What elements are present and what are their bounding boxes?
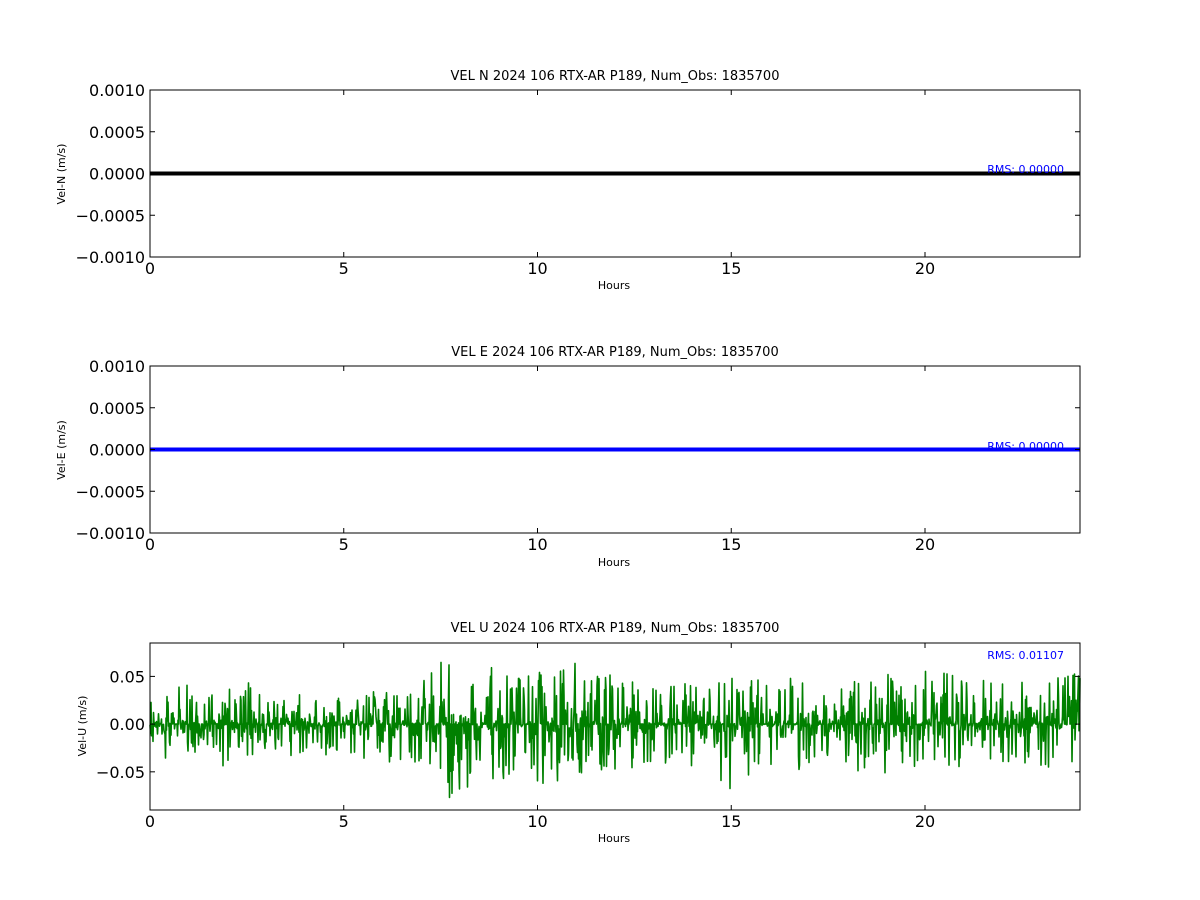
series-line	[149, 661, 1081, 799]
x-tick-label: 10	[527, 535, 547, 554]
y-tick-label: 0.0005	[89, 123, 145, 142]
x-tick-label: 20	[915, 812, 935, 831]
ticks-layer: 0 5 10 15 20 0.0010 0.0005 0.0000 −0.0005 −0.0010	[76, 357, 1080, 554]
x-tick-label: 15	[721, 535, 741, 554]
y-axis-label: Vel-E (m/s)	[55, 420, 68, 480]
panel-title: VEL N 2024 106 RTX-AR P189, Num_Obs: 183…	[451, 69, 780, 84]
y-tick-label: −0.0010	[76, 248, 145, 267]
plot-area-frame	[149, 642, 1081, 811]
y-axis-label: Vel-U (m/s)	[76, 696, 89, 757]
y-tick-label: 0.0000	[89, 441, 145, 460]
ticks-layer: 0 5 10 15 20 0.0010 0.0005 0.0000 −0.0005 −0.0010	[76, 81, 1080, 278]
x-tick-label: 5	[339, 535, 349, 554]
y-tick-label: −0.0010	[76, 524, 145, 543]
y-axis-label: Vel-N (m/s)	[55, 144, 68, 205]
ticks-layer: 0 5 10 15 20 0.05 0.00 −0.05	[96, 643, 1080, 831]
y-tick-label: −0.0005	[76, 482, 145, 501]
x-axis-label: Hours	[598, 832, 630, 845]
x-tick-label: 10	[527, 812, 547, 831]
x-tick-label: 0	[145, 535, 155, 554]
y-tick-label: −0.0005	[76, 206, 145, 225]
rms-annotation: RMS: 0.01107	[987, 649, 1064, 662]
x-tick-label: 10	[527, 259, 547, 278]
x-tick-label: 20	[915, 259, 935, 278]
series-layer	[149, 661, 1081, 799]
rms-annotation: RMS: 0.00000	[987, 440, 1064, 453]
vel-u-panel: VEL U 2024 106 RTX-AR P189, Num_Obs: 183…	[76, 621, 1081, 845]
rms-annotation: RMS: 0.00000	[987, 163, 1064, 176]
panel-title: VEL E 2024 106 RTX-AR P189, Num_Obs: 183…	[451, 345, 778, 360]
y-tick-label: −0.05	[96, 763, 145, 782]
x-axis-label: Hours	[598, 279, 630, 292]
y-tick-label: 0.0000	[89, 165, 145, 184]
x-tick-label: 0	[145, 259, 155, 278]
vel-n-panel: VEL N 2024 106 RTX-AR P189, Num_Obs: 183…	[55, 69, 1081, 292]
x-tick-label: 15	[721, 259, 741, 278]
y-tick-label: 0.0010	[89, 81, 145, 100]
x-tick-label: 0	[145, 812, 155, 831]
y-tick-label: 0.0005	[89, 399, 145, 418]
vel-e-panel: VEL E 2024 106 RTX-AR P189, Num_Obs: 183…	[55, 345, 1081, 569]
y-tick-label: 0.0010	[89, 357, 145, 376]
x-tick-label: 5	[339, 259, 349, 278]
x-tick-label: 5	[339, 812, 349, 831]
panel-title: VEL U 2024 106 RTX-AR P189, Num_Obs: 183…	[451, 621, 780, 636]
y-tick-label: 0.05	[109, 667, 145, 686]
x-axis-label: Hours	[598, 556, 630, 569]
x-tick-label: 20	[915, 535, 935, 554]
x-tick-label: 15	[721, 812, 741, 831]
y-tick-label: 0.00	[109, 715, 145, 734]
